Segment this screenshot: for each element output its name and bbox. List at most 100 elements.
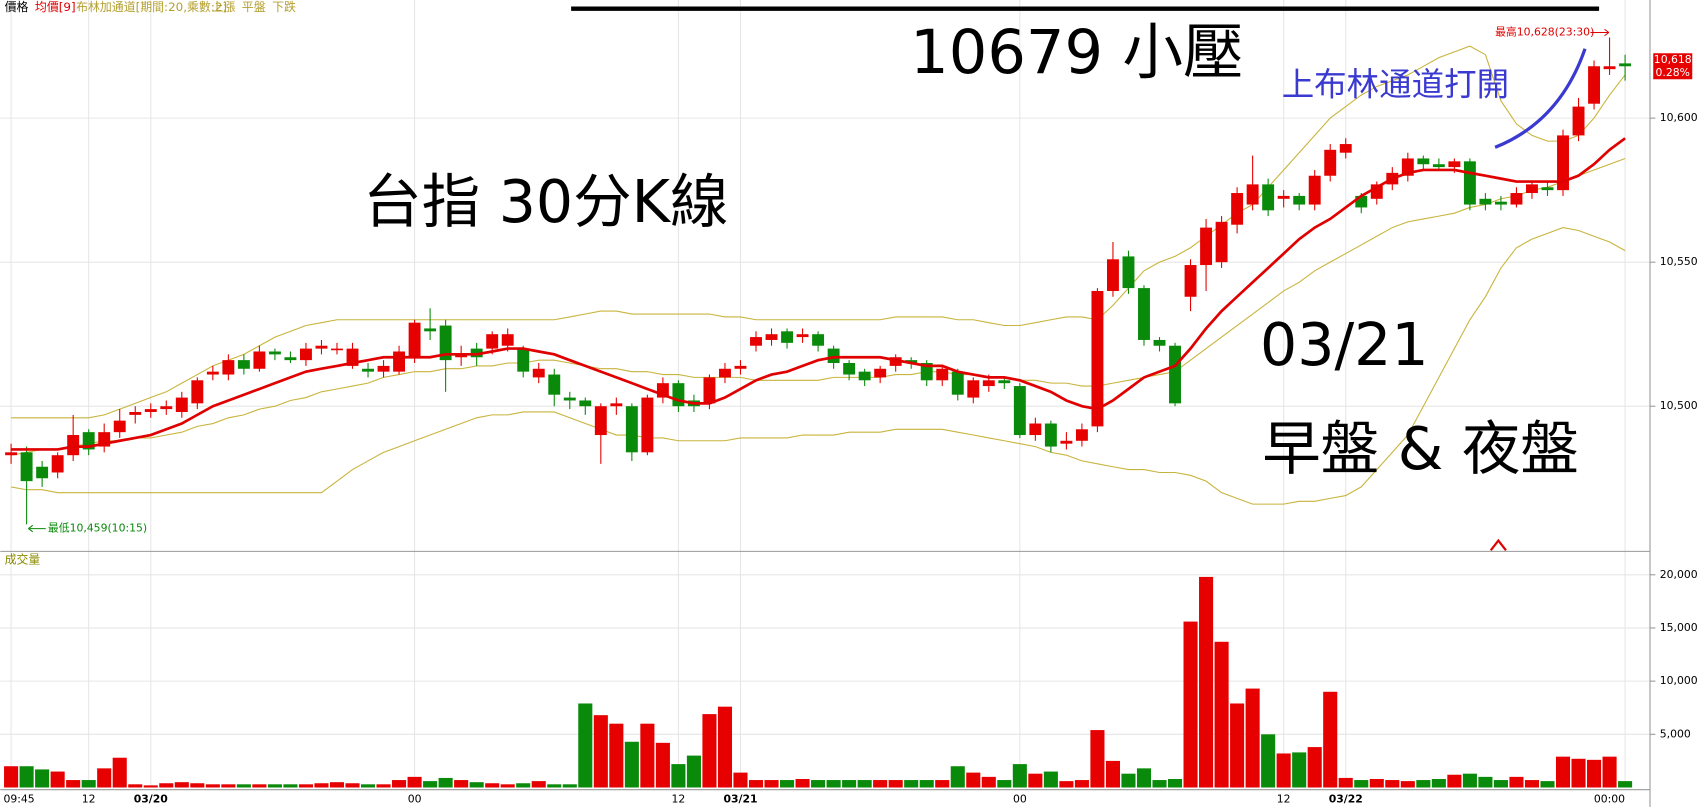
volume-bar bbox=[966, 772, 981, 788]
candle-body bbox=[1339, 144, 1352, 153]
candle-body bbox=[827, 348, 840, 364]
candle-body bbox=[1153, 339, 1166, 346]
candle-body bbox=[1355, 195, 1368, 208]
candle-body bbox=[1106, 259, 1119, 291]
candle-body bbox=[812, 334, 825, 346]
volume-bar bbox=[1028, 773, 1043, 788]
candle-body bbox=[1619, 63, 1632, 67]
volume-bar bbox=[1292, 752, 1307, 788]
candle-body bbox=[331, 348, 343, 351]
volume-bar bbox=[888, 780, 903, 788]
bollinger-line bbox=[10, 227, 1626, 505]
candle-body bbox=[268, 351, 281, 355]
volume-bar bbox=[1043, 771, 1058, 788]
volume-bar bbox=[112, 757, 127, 788]
volume-bar bbox=[1338, 777, 1353, 788]
candle-body bbox=[113, 420, 126, 433]
volume-bar bbox=[1105, 760, 1120, 788]
candle-body bbox=[299, 348, 312, 361]
candle-body bbox=[1013, 386, 1026, 436]
candle-body bbox=[719, 368, 731, 378]
volume-bar bbox=[919, 780, 934, 788]
volume-bar bbox=[1261, 734, 1276, 788]
volume-bar bbox=[236, 784, 251, 788]
annotation: 早盤 & 夜盤 bbox=[1262, 415, 1579, 483]
volume-bar bbox=[764, 780, 779, 788]
volume-bar bbox=[1478, 776, 1493, 788]
volume-legend: 成交量 bbox=[5, 553, 41, 567]
candle-body bbox=[920, 363, 933, 381]
volume-bar bbox=[252, 784, 267, 788]
legend-entry: 平盤 bbox=[242, 0, 266, 14]
volume-bar bbox=[329, 782, 345, 788]
candle-body bbox=[703, 377, 716, 404]
volume-bar bbox=[686, 755, 701, 788]
candle-body bbox=[501, 334, 514, 346]
candle-body bbox=[486, 334, 499, 349]
volume-bar bbox=[1307, 747, 1322, 788]
volume-bar bbox=[717, 706, 733, 788]
volume-bar bbox=[780, 780, 795, 788]
candle-body bbox=[206, 371, 219, 375]
candle-body bbox=[1432, 164, 1445, 168]
candle-body bbox=[889, 357, 902, 366]
candle-body bbox=[1572, 106, 1585, 136]
candle-body bbox=[610, 403, 623, 407]
volume-bar bbox=[562, 784, 577, 788]
candle-body bbox=[579, 400, 592, 407]
volume-bar bbox=[1618, 781, 1633, 788]
volume-bar bbox=[1447, 774, 1462, 788]
candle-body bbox=[237, 360, 250, 369]
volume-bar bbox=[35, 769, 50, 788]
candle-body bbox=[765, 334, 778, 340]
candle-body bbox=[20, 452, 33, 482]
candle-body bbox=[532, 368, 545, 378]
y-tick-label: 10,500 bbox=[1660, 399, 1698, 412]
candle-body bbox=[1246, 184, 1259, 205]
volume-bar bbox=[609, 723, 624, 788]
candle-body bbox=[455, 354, 468, 358]
candle-body bbox=[672, 383, 685, 407]
candle-body bbox=[1324, 149, 1337, 176]
x-tick-label: 00 bbox=[408, 792, 422, 805]
volume-bar bbox=[795, 778, 810, 788]
volume-bar bbox=[1183, 621, 1198, 788]
candle-body bbox=[843, 363, 856, 375]
price-legend: 價格 bbox=[5, 0, 29, 14]
candle-body bbox=[936, 368, 949, 381]
volume-bar bbox=[50, 771, 65, 788]
volume-bar bbox=[221, 784, 236, 788]
volume-bar bbox=[174, 782, 189, 788]
candle-body bbox=[144, 409, 157, 412]
candle-body bbox=[1075, 429, 1088, 441]
legend-entry: 下跌 bbox=[272, 0, 296, 14]
candle-body bbox=[998, 380, 1011, 384]
volume-bar bbox=[205, 784, 220, 788]
candle-body bbox=[796, 334, 809, 338]
candle-body bbox=[36, 466, 49, 479]
low-arrow-head bbox=[28, 524, 34, 533]
bollinger-line bbox=[11, 45, 1626, 419]
last-price-tag bbox=[1653, 53, 1693, 80]
candle-body bbox=[951, 371, 964, 395]
candle-body bbox=[1510, 193, 1523, 205]
candle-body bbox=[641, 397, 654, 453]
volume-bar bbox=[950, 766, 965, 788]
candle-body bbox=[517, 348, 530, 372]
x-tick-label: 12 bbox=[82, 792, 96, 805]
volume-bar bbox=[1059, 781, 1074, 788]
volume-bar bbox=[454, 780, 469, 788]
candle-body bbox=[1541, 187, 1554, 191]
volume-bar bbox=[1136, 768, 1152, 788]
volume-bar bbox=[733, 772, 748, 788]
volume-bar bbox=[376, 784, 391, 788]
volume-bar bbox=[407, 776, 422, 788]
volume-bar bbox=[842, 780, 857, 788]
candle-body bbox=[1231, 193, 1244, 225]
volume-bar bbox=[1167, 778, 1183, 788]
volume-bar bbox=[531, 781, 546, 788]
candle-body bbox=[1091, 290, 1104, 427]
y-tick-label: 20,000 bbox=[1660, 568, 1698, 581]
annotation: 上布林通道打開 bbox=[1282, 66, 1509, 104]
